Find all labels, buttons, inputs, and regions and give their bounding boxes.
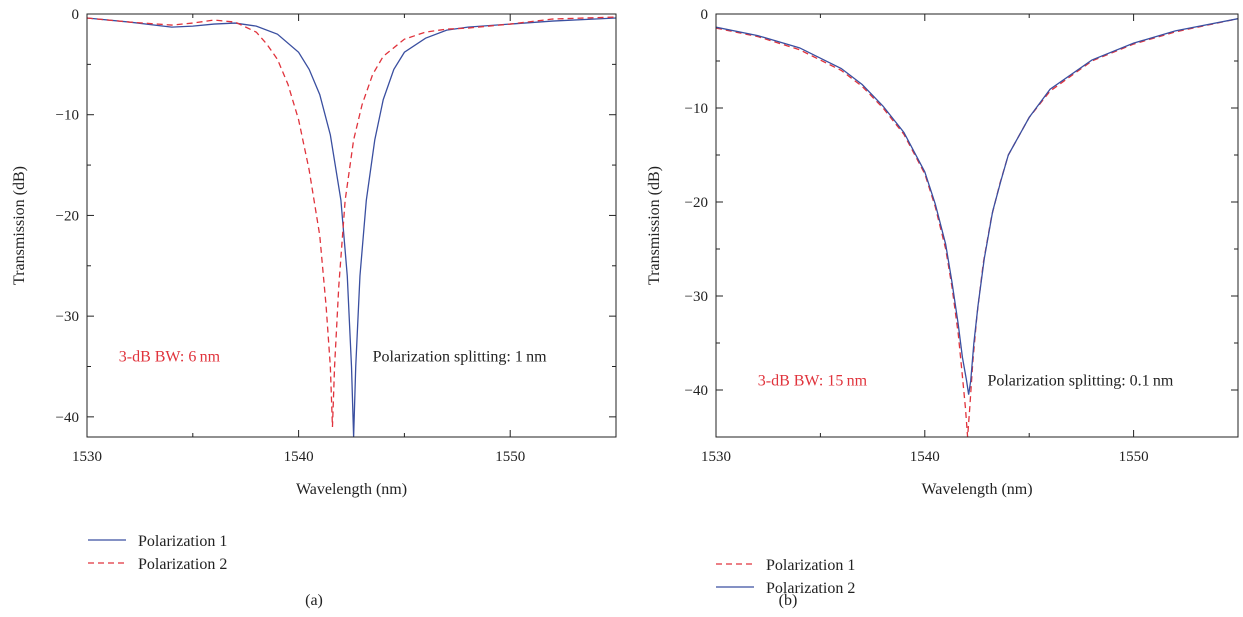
panel-label: (a) [305, 592, 323, 609]
y-axis-title: Transmission (dB) [11, 166, 28, 285]
chart-panel-1: 1530 1540 1550 0 −10 −20 −30 −40 Wavelength (nm)… [11, 7, 617, 609]
splitting-annotation: Polarization splitting: 0.1 nm [987, 373, 1173, 390]
plot-frame [86, 13, 617, 438]
plot-frame [715, 13, 1239, 438]
y-tick-label: −20 [56, 208, 79, 224]
series-line-2 [87, 16, 616, 427]
legend-entry-1: Polarization 1 [138, 533, 227, 550]
x-tick-label: 1550 [1119, 449, 1149, 465]
y-tick-label: −10 [685, 101, 708, 117]
bandwidth-annotation: 3-dB BW: 15 nm [758, 373, 868, 390]
x-tick-label: 1530 [701, 449, 731, 465]
series-line-2 [716, 18, 1238, 395]
bandwidth-annotation: 3-dB BW: 6 nm [119, 348, 221, 365]
y-axis-title: Transmission (dB) [646, 166, 663, 285]
y-tick-label: −20 [685, 195, 708, 211]
x-axis-title: Wavelength (nm) [921, 481, 1032, 498]
y-tick-label: −40 [56, 410, 79, 426]
chart-panel-2: 1530 1540 1550 0 −10 −20 −30 −40 Wavelength (nm)… [646, 7, 1239, 609]
y-tick-label: 0 [701, 7, 709, 23]
y-tick-label: −30 [685, 289, 708, 305]
y-tick-label: −40 [685, 383, 708, 399]
y-tick-label: −30 [56, 309, 79, 325]
splitting-annotation: Polarization splitting: 1 nm [373, 348, 547, 365]
legend-entry-2: Polarization 2 [138, 556, 227, 573]
x-tick-label: 1550 [495, 449, 525, 465]
x-tick-label: 1540 [284, 449, 314, 465]
x-axis-title: Wavelength (nm) [296, 481, 407, 498]
x-tick-label: 1540 [910, 449, 940, 465]
legend-entry-2: Polarization 2 [766, 580, 855, 597]
series-line-1 [87, 17, 616, 437]
y-tick-label: 0 [72, 7, 80, 23]
x-tick-label: 1530 [72, 449, 102, 465]
legend-entry-1: Polarization 1 [766, 557, 855, 574]
y-tick-label: −10 [56, 108, 79, 124]
panel-label: (b) [779, 592, 798, 609]
